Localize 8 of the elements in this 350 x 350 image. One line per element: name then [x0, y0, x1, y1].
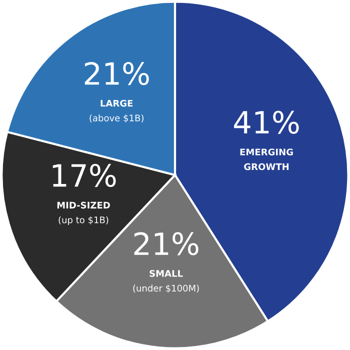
slice-label: EMERGING GROWTH: [240, 148, 293, 170]
data-label: 21%: [84, 62, 149, 86]
data-label: 21%: [134, 232, 198, 256]
data-label: 41%: [234, 110, 299, 134]
slice-label: LARGE (above $1B): [90, 100, 144, 123]
data-label: 17%: [52, 164, 116, 188]
slice-label: MID-SIZED (up to $1B): [57, 202, 110, 226]
slice-label: SMALL (under $100M): [133, 270, 199, 293]
